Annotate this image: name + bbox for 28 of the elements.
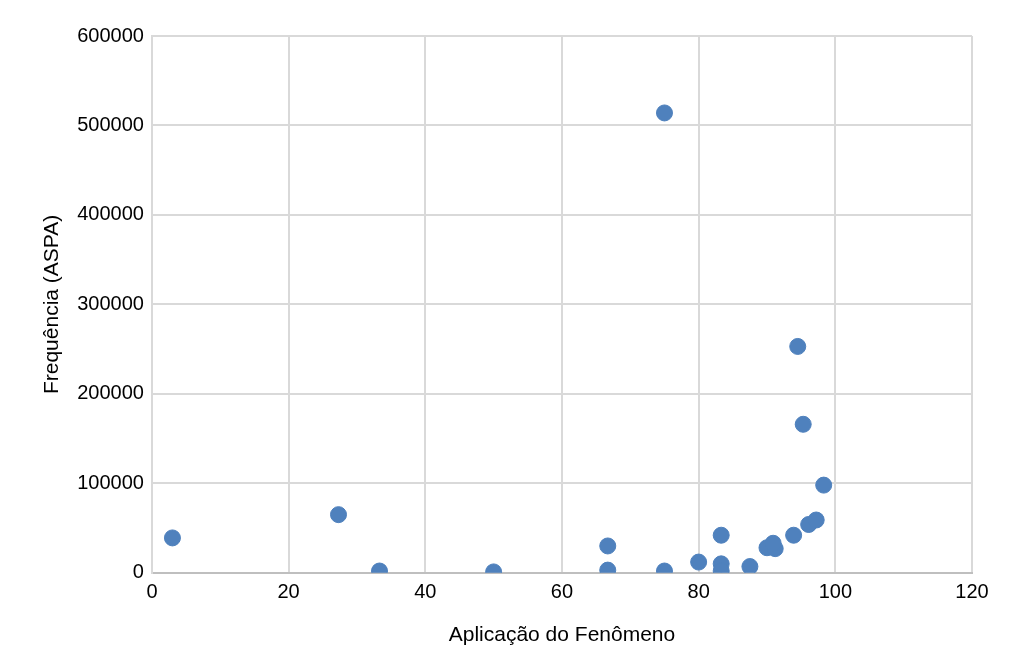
point	[815, 476, 833, 494]
y-tick-label: 500000	[77, 112, 144, 135]
point	[807, 511, 825, 529]
x-tick-label: 80	[687, 580, 710, 603]
y-tick-label: 200000	[77, 381, 144, 404]
y-tick-label: 400000	[77, 202, 144, 225]
x-tick-label: 20	[277, 580, 300, 603]
point	[163, 529, 181, 547]
point	[599, 537, 617, 555]
y-tick-label: 600000	[77, 23, 144, 46]
point	[690, 553, 708, 571]
x-tick-label: 120	[955, 580, 989, 603]
point	[712, 526, 730, 544]
y-tick-label: 100000	[77, 470, 144, 493]
x-tick-label: 100	[818, 580, 853, 603]
point	[789, 337, 807, 355]
y-tick-label: 0	[132, 560, 144, 583]
x-tick-label: 0	[146, 580, 158, 603]
point	[785, 526, 803, 544]
point	[330, 506, 347, 524]
point	[794, 415, 812, 433]
point	[655, 104, 673, 122]
y-axis-title: Frequência (ASPA)	[39, 214, 63, 395]
x-tick-label: 60	[550, 580, 574, 603]
x-axis-title: Aplicação do Fenômeno	[448, 622, 676, 646]
point	[741, 558, 759, 573]
y-tick-label: 300000	[77, 291, 144, 314]
x-tick-label: 40	[414, 580, 437, 603]
